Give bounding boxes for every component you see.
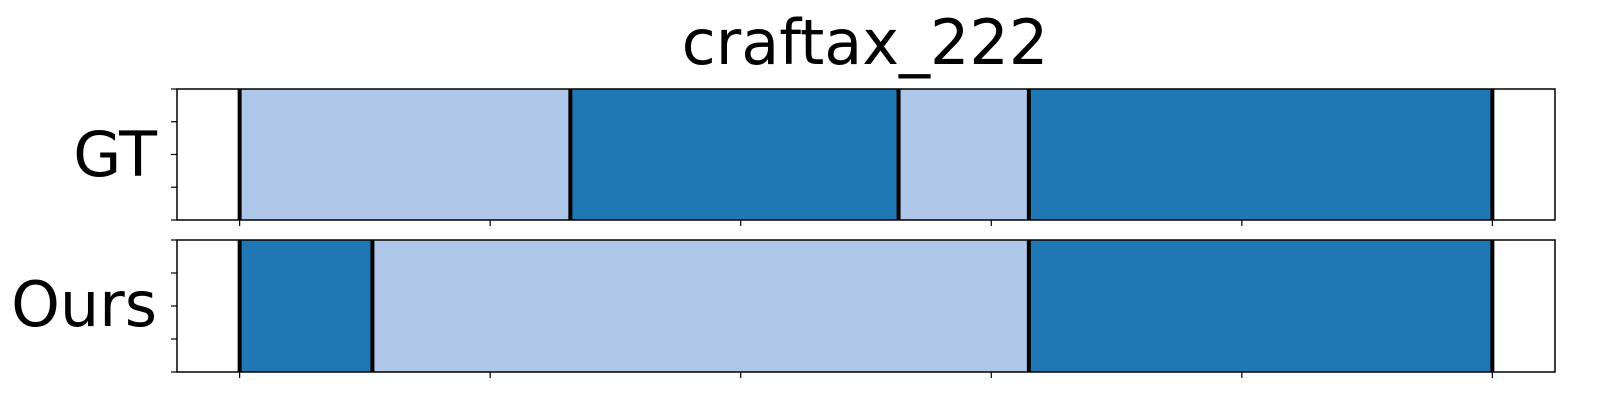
row-label-gt: GT [73, 118, 158, 191]
segment-gt-3 [898, 89, 1029, 220]
chart-title: craftax_222 [682, 6, 1049, 79]
ours-row: Ours [11, 239, 1556, 378]
row-label-ours: Ours [11, 268, 157, 341]
segment-ours-1 [239, 240, 373, 372]
segment-gt-2 [570, 89, 899, 220]
segment-ours-2 [372, 240, 1029, 372]
segment-ours-3 [1028, 240, 1493, 372]
segment-gt-4 [1028, 89, 1493, 220]
gt-row: GT [73, 88, 1556, 226]
segment-gt-1 [239, 89, 571, 220]
